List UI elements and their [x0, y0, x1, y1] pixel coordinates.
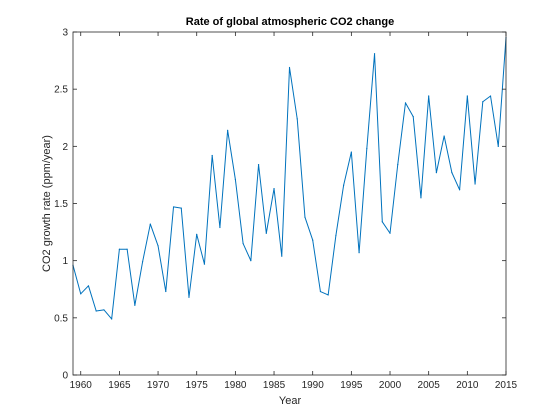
data-point	[250, 260, 252, 262]
data-point	[404, 102, 407, 104]
data-point	[219, 226, 221, 229]
data-point	[242, 242, 244, 245]
data-point	[257, 164, 260, 166]
ticks-layer: 1960 1965 1970 1975 1980 1985 1990 1995 2000 2005…	[54, 28, 517, 392]
series-layer	[72, 37, 507, 320]
data-point	[381, 221, 383, 223]
data-point	[172, 206, 175, 208]
data-point	[234, 178, 236, 181]
data-point	[443, 135, 445, 137]
data-point	[118, 248, 120, 250]
data-point	[350, 151, 352, 153]
data-point	[149, 223, 151, 225]
data-point	[389, 232, 391, 234]
x-tick-label: 1970	[147, 380, 170, 391]
data-point	[95, 310, 97, 312]
y-tick-label: 3	[62, 28, 68, 39]
y-tick-label: 0.5	[54, 313, 68, 324]
data-point	[111, 318, 113, 320]
data-point	[428, 95, 430, 97]
x-axis-label: Year	[279, 395, 302, 407]
x-tick-label: 2015	[495, 380, 518, 391]
data-point	[265, 232, 267, 234]
data-point	[335, 234, 337, 237]
data-point	[327, 294, 329, 296]
y-tick-label: 0	[62, 371, 68, 382]
x-tick-label: 1995	[340, 380, 363, 391]
data-point	[466, 95, 468, 97]
chart-title: Rate of global atmospheric CO2 change	[186, 16, 394, 28]
x-tick-label: 1990	[302, 380, 325, 391]
data-point	[397, 164, 399, 166]
data-point	[203, 263, 206, 265]
data-point	[227, 129, 229, 131]
data-point	[180, 207, 182, 209]
data-point	[373, 53, 376, 55]
data-point	[358, 252, 360, 254]
data-point	[304, 216, 306, 218]
plot-area	[73, 32, 506, 375]
data-point	[188, 296, 190, 298]
data-point	[366, 148, 368, 150]
data-point	[497, 145, 499, 147]
x-tick-label: 1965	[108, 380, 131, 391]
data-point	[141, 261, 144, 263]
y-tick-label: 2.5	[54, 85, 68, 96]
data-point	[296, 118, 298, 120]
data-point	[482, 101, 484, 103]
y-tick-label: 2	[62, 142, 68, 153]
data-point	[459, 189, 461, 191]
x-tick-label: 1960	[70, 380, 93, 391]
data-point	[319, 290, 322, 293]
data-point	[211, 154, 213, 157]
x-tick-label: 1975	[186, 380, 209, 391]
x-tick-label: 2005	[418, 380, 441, 391]
x-tick-label: 1980	[224, 380, 247, 391]
data-point	[103, 309, 105, 311]
x-tick-label: 1985	[263, 380, 286, 391]
data-point	[273, 188, 275, 190]
data-point	[435, 172, 438, 174]
y-tick-label: 1.5	[54, 199, 68, 210]
data-point	[157, 245, 159, 247]
data-point	[165, 290, 167, 293]
data-point	[343, 184, 345, 186]
data-point	[126, 248, 128, 250]
data-point	[312, 239, 314, 241]
data-point	[412, 116, 414, 118]
data-point	[87, 285, 90, 287]
x-tick-label: 2010	[456, 380, 479, 391]
data-point	[420, 197, 422, 199]
data-point	[134, 304, 136, 306]
y-axis-label: CO2 growth rate (ppm/year)	[41, 135, 53, 272]
data-point	[196, 233, 198, 235]
data-point	[80, 293, 82, 295]
data-point	[451, 172, 453, 174]
x-tick-label: 2000	[379, 380, 402, 391]
data-point	[489, 95, 492, 97]
data-point	[474, 183, 476, 185]
y-tick-label: 1	[62, 256, 68, 267]
data-point	[281, 255, 283, 257]
data-point	[288, 66, 291, 69]
